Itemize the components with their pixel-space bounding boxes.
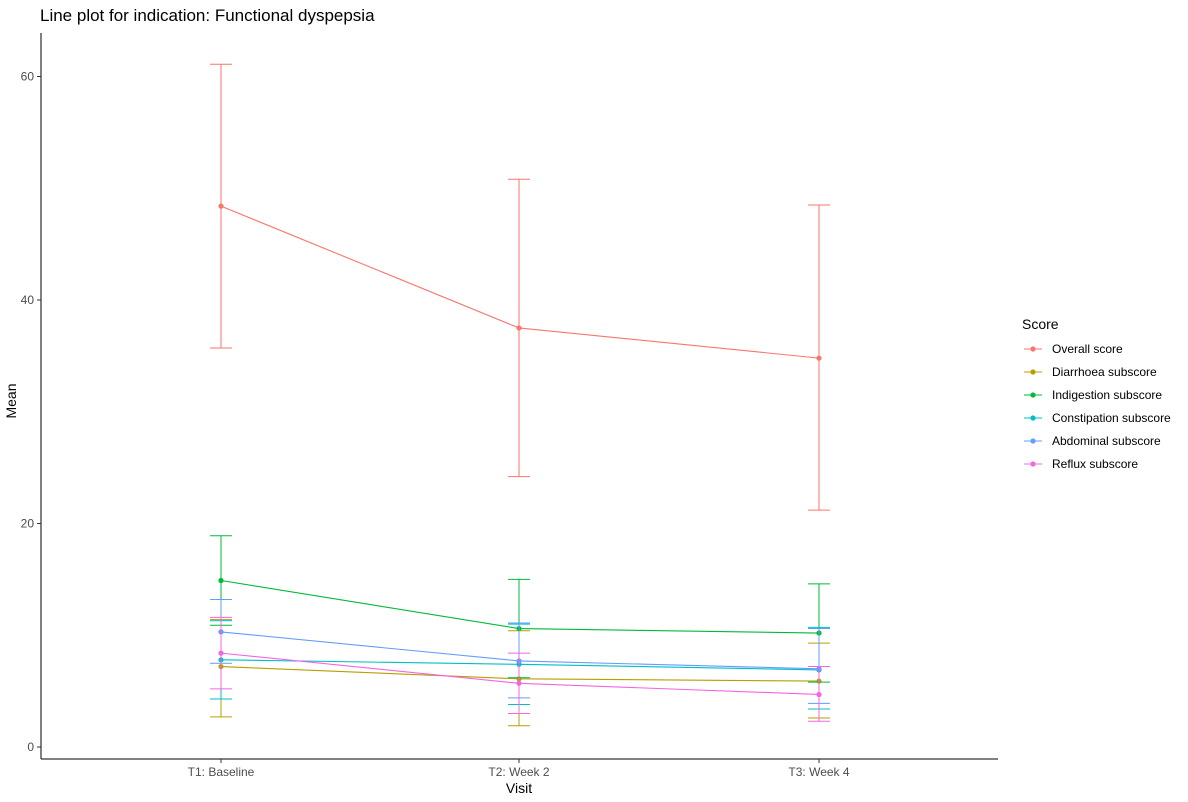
legend-key-point <box>1030 346 1036 352</box>
legend-key-point <box>1030 369 1036 375</box>
y-tick-label: 40 <box>21 293 35 307</box>
x-axis-title: Visit <box>506 780 532 796</box>
series-group <box>210 616 830 722</box>
x-tick-label: T3: Week 4 <box>788 765 849 779</box>
legend-key-point <box>1030 438 1036 444</box>
x-axis-ticks: T1: Baseline T2: Week 2 T3: Week 4 <box>188 759 850 779</box>
legend-label: Abdominal subscore <box>1052 434 1161 448</box>
series-group <box>210 598 830 704</box>
legend-label: Reflux subscore <box>1052 457 1138 471</box>
series-line <box>220 579 820 634</box>
legend-key-point <box>1030 415 1036 421</box>
legend-item: Indigestion subscore <box>1024 388 1162 402</box>
x-tick-label: T1: Baseline <box>188 765 255 779</box>
legend-item: Overall score <box>1024 342 1123 356</box>
legend-label: Indigestion subscore <box>1052 388 1162 402</box>
legend-item: Diarrhoea subscore <box>1024 365 1157 379</box>
series-group <box>210 620 830 710</box>
legend: Overall score Diarrhoea subscore Indigesti… <box>1024 342 1171 471</box>
y-tick-label: 20 <box>21 517 35 531</box>
legend-item: Constipation subscore <box>1024 411 1171 425</box>
data-point <box>516 680 522 686</box>
data-point <box>816 355 822 361</box>
series-line <box>220 205 820 359</box>
data-point <box>816 691 822 698</box>
chart-title: Line plot for indication: Functional dys… <box>40 6 375 25</box>
data-point <box>516 325 522 331</box>
data-point <box>218 650 224 656</box>
y-axis-title: Mean <box>3 383 19 418</box>
plot-area <box>210 63 830 727</box>
x-tick-label: T2: Week 2 <box>488 765 549 779</box>
data-point <box>218 577 224 584</box>
y-tick-label: 60 <box>21 70 35 84</box>
series-group <box>210 619 830 727</box>
y-tick-label: 0 <box>27 740 34 754</box>
legend-label: Overall score <box>1052 342 1123 356</box>
legend-label: Constipation subscore <box>1052 411 1171 425</box>
legend-label: Diarrhoea subscore <box>1052 365 1157 379</box>
legend-key-point <box>1030 392 1036 398</box>
legend-item: Reflux subscore <box>1024 457 1138 471</box>
data-point <box>218 203 224 209</box>
y-axis-ticks: 0 20 40 60 <box>21 70 41 754</box>
legend-key-point <box>1030 461 1036 467</box>
legend-item: Abdominal subscore <box>1024 434 1161 448</box>
legend-title: Score <box>1022 316 1059 332</box>
series-group <box>210 63 830 511</box>
